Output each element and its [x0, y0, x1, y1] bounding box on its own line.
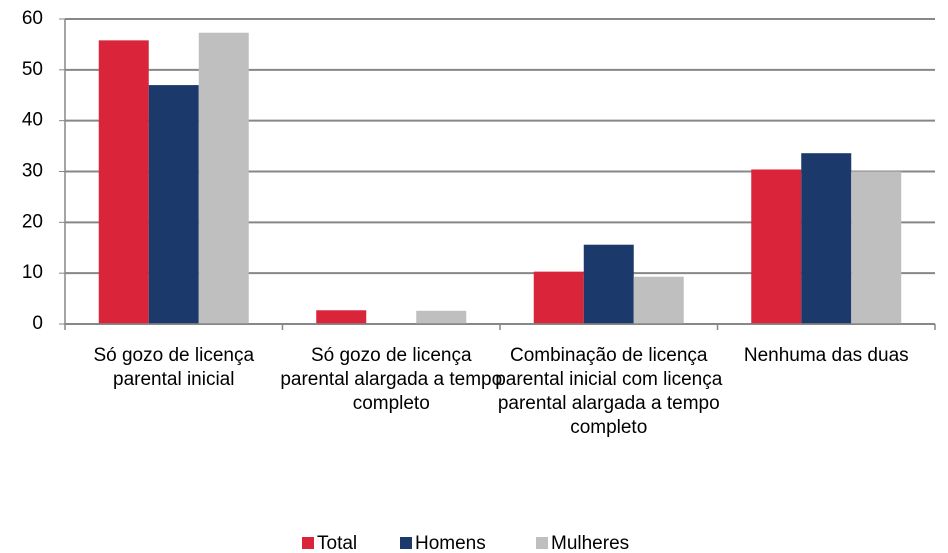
legend-label: Homens: [415, 533, 486, 553]
x-tick-label: Só gozo de licença parental inicial: [93, 345, 255, 390]
y-tick-label: 10: [22, 262, 43, 283]
x-tick-label: Nenhuma das duas: [743, 345, 909, 366]
y-tick-label: 30: [22, 161, 43, 182]
y-tick-label: 20: [22, 211, 43, 232]
legend-swatch: [302, 537, 314, 549]
bar: [583, 244, 634, 324]
legend-swatch: [536, 537, 548, 549]
y-tick-label: 40: [22, 110, 43, 131]
bar: [98, 40, 149, 324]
y-tick-label: 60: [22, 8, 43, 29]
bar: [751, 169, 802, 324]
legend-label: Mulheres: [551, 533, 629, 553]
bar: [533, 271, 584, 324]
legend-swatch: [400, 537, 412, 549]
bar: [801, 153, 852, 324]
bar: [148, 85, 199, 324]
bar: [198, 32, 249, 324]
x-tick-label: Só gozo de licença parental alargada a t…: [280, 345, 503, 414]
bar: [416, 310, 467, 324]
x-tick-label: Combinação de licença parental inicial c…: [495, 345, 723, 438]
bar: [316, 310, 367, 324]
bar: [633, 276, 684, 324]
y-tick-label: 50: [22, 59, 43, 80]
bar: [851, 171, 902, 324]
legend-label: Total: [317, 533, 357, 553]
y-tick-label: 0: [32, 313, 43, 334]
